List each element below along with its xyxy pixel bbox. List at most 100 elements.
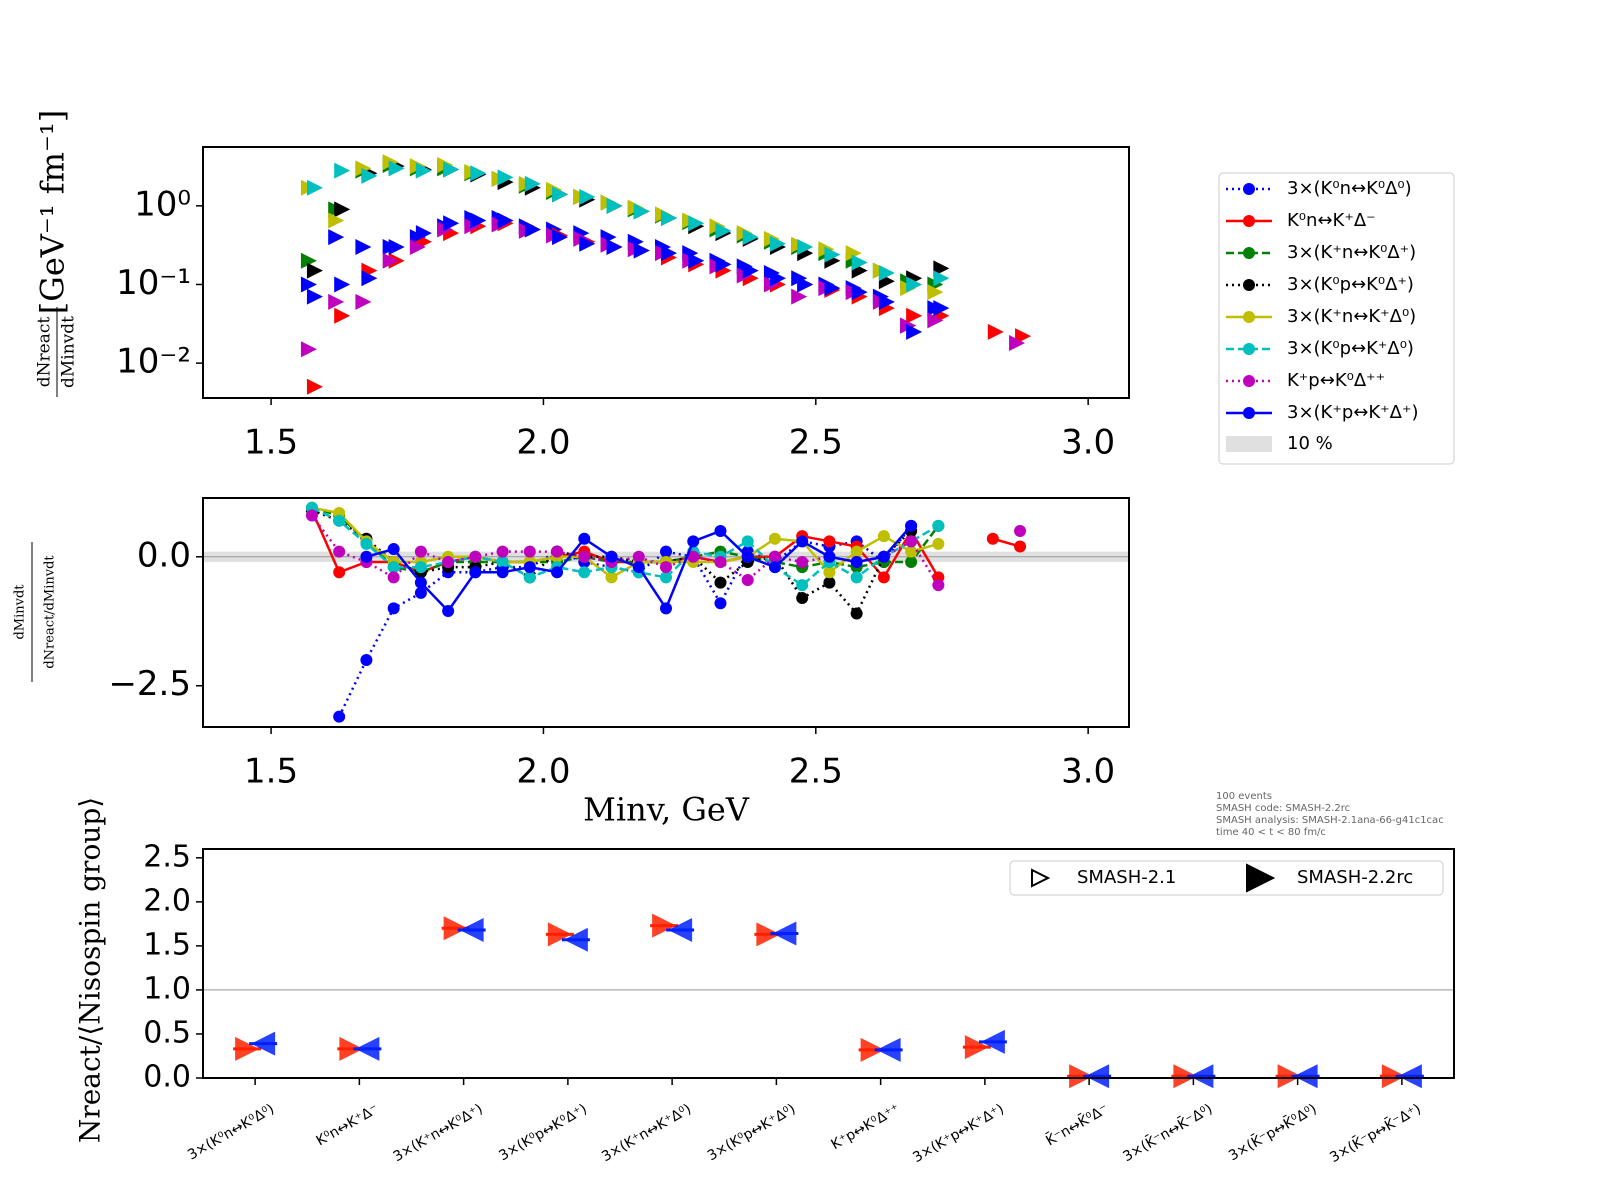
marker xyxy=(1014,525,1027,538)
marker xyxy=(409,238,426,255)
marker xyxy=(442,555,455,568)
marker xyxy=(633,203,650,220)
legend-label: 3×(K⁰p↔K⁰Δ⁺) xyxy=(1287,274,1414,295)
marker xyxy=(306,262,323,279)
marker xyxy=(551,545,564,558)
marker xyxy=(715,222,732,239)
x-tick-label: K⁰n↔K⁺Δ⁻ xyxy=(314,1101,382,1149)
y-tick-label: 1.5 xyxy=(143,927,191,962)
marker xyxy=(906,307,923,324)
x-tick-label: 3×(K⁺n↔K⁺Δ⁰) xyxy=(599,1101,694,1165)
marker xyxy=(932,519,945,532)
marker xyxy=(661,210,677,227)
legend-marker xyxy=(1243,247,1255,259)
marker xyxy=(796,535,809,548)
marker xyxy=(714,525,727,538)
legend-label: 3×(K⁰p↔K⁺Δ⁰) xyxy=(1287,338,1414,359)
legend-label: 3×(K⁺n↔K⁺Δ⁰) xyxy=(1287,306,1416,327)
marker xyxy=(933,300,950,317)
legend-label: 10 % xyxy=(1287,433,1333,454)
marker xyxy=(823,566,836,579)
legend-label: K⁺p↔K⁰Δ⁺⁺ xyxy=(1287,370,1385,391)
legend-marker xyxy=(1243,311,1255,323)
marker xyxy=(927,284,944,301)
marker xyxy=(334,162,351,179)
y-label-unit: [GeV⁻¹ fm⁻¹] xyxy=(34,110,72,314)
y-tick-label: 0.0 xyxy=(143,1060,191,1095)
marker xyxy=(878,264,895,281)
marker xyxy=(387,571,400,584)
x-tick-label: K⁺p↔K⁰Δ⁺⁺ xyxy=(829,1101,903,1153)
marker xyxy=(877,530,890,543)
marker xyxy=(845,245,862,262)
marker xyxy=(927,312,944,329)
marker xyxy=(443,161,460,178)
marker xyxy=(578,566,591,579)
annotation: time 40 < t < 80 fm/c xyxy=(1216,827,1326,838)
marker xyxy=(742,229,759,246)
marker xyxy=(687,535,700,548)
marker xyxy=(334,201,351,218)
marker xyxy=(796,555,809,568)
marker xyxy=(333,545,346,558)
marker xyxy=(987,323,1004,340)
marker xyxy=(632,550,645,563)
legend-label: 3×(K⁺n↔K⁰Δ⁺) xyxy=(1287,242,1416,263)
marker xyxy=(414,545,427,558)
marker xyxy=(687,550,700,563)
marker xyxy=(578,532,591,545)
marker xyxy=(768,561,781,574)
marker xyxy=(361,270,378,287)
marker xyxy=(496,555,509,568)
plot-frame xyxy=(202,146,1130,399)
legend-label: 3×(K⁰n↔K⁰Δ⁰) xyxy=(1287,178,1412,199)
x-tick-label: 3×(K̄⁻n↔K̄⁻Δ⁰) xyxy=(1120,1100,1216,1165)
marker xyxy=(824,280,841,297)
y-tick-label: 2.0 xyxy=(143,883,191,918)
legend-label: 3×(K⁺p↔K⁺Δ⁺) xyxy=(1287,402,1419,423)
marker xyxy=(328,293,345,310)
y-tick-label: 2.5 xyxy=(143,839,191,874)
marker xyxy=(606,197,623,214)
x-tick-label: 1.5 xyxy=(244,423,298,463)
marker xyxy=(442,604,455,617)
marker xyxy=(300,341,317,358)
marker xyxy=(360,550,373,563)
marker xyxy=(878,293,895,310)
marker xyxy=(333,566,346,579)
marker xyxy=(605,571,618,584)
marker xyxy=(334,276,351,293)
marker xyxy=(414,586,427,599)
marker xyxy=(824,246,841,263)
marker xyxy=(470,212,487,229)
marker xyxy=(388,160,405,177)
annotation: 100 events xyxy=(1216,791,1272,802)
marker xyxy=(334,307,351,324)
x-tick-label: 3×(K⁰n↔K⁰Δ⁰) xyxy=(185,1101,277,1163)
marker xyxy=(578,550,591,563)
y-label-num: dMinvdt xyxy=(13,584,28,640)
legend-label: SMASH-2.1 xyxy=(1077,867,1176,888)
marker xyxy=(605,550,618,563)
y-tick-label: 10⁻² xyxy=(116,342,191,382)
marker xyxy=(660,561,672,574)
marker xyxy=(905,555,918,568)
marker xyxy=(769,270,786,287)
marker xyxy=(877,571,890,584)
marker xyxy=(361,167,378,184)
marker xyxy=(469,566,482,579)
marker xyxy=(932,579,945,592)
marker xyxy=(415,225,432,242)
marker xyxy=(768,550,781,563)
legend-label: K⁰n↔K⁺Δ⁻ xyxy=(1287,210,1376,231)
marker xyxy=(306,378,323,395)
y-tick-label: 10⁰ xyxy=(134,184,191,224)
marker xyxy=(1014,540,1027,553)
legend-box xyxy=(1218,172,1455,465)
marker xyxy=(496,566,509,579)
marker xyxy=(714,576,727,589)
marker xyxy=(823,576,836,589)
marker xyxy=(497,212,514,229)
marker xyxy=(741,550,754,563)
